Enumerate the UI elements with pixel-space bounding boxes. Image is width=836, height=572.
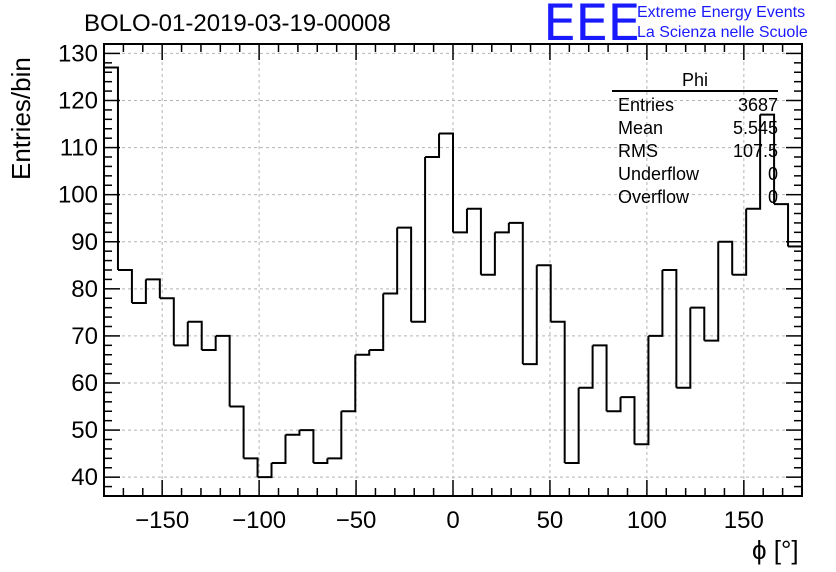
stats-row-entries: Entries 3687 <box>612 94 778 117</box>
histogram-bin <box>383 227 399 295</box>
histogram-bin <box>187 320 203 351</box>
histogram-bin <box>355 350 371 356</box>
histogram-bin <box>466 207 482 275</box>
histogram-bin <box>257 463 273 479</box>
histogram-bin <box>397 226 413 322</box>
histogram-bin <box>453 208 468 234</box>
histogram-layer <box>104 66 802 479</box>
stats-label: Underflow <box>618 164 700 184</box>
histogram-bin <box>522 265 538 366</box>
x-tick-label: −50 <box>336 507 377 534</box>
stats-box: Phi Entries 3687 Mean 5.545 RMS 107.5 Un… <box>612 70 778 209</box>
x-tick-label: 150 <box>724 507 764 534</box>
histogram-bin <box>411 157 427 323</box>
y-tick-label: 100 <box>58 182 98 209</box>
stats-label: RMS <box>618 141 658 161</box>
y-tick-label: 70 <box>71 323 98 350</box>
stats-value: 0 <box>767 187 778 207</box>
histogram-bin <box>480 232 496 276</box>
histogram-bin <box>648 270 664 337</box>
x-tick-label: 100 <box>627 507 667 534</box>
x-tick-label: 0 <box>446 507 459 534</box>
eee-logo: EEE <box>543 0 640 52</box>
histogram-bin <box>159 297 175 346</box>
histogram-bin <box>145 278 161 299</box>
stats-title: Phi <box>612 70 778 92</box>
histogram-bin <box>732 208 748 276</box>
histogram-bin <box>327 411 343 460</box>
histogram-bin <box>369 293 385 352</box>
stats-label: Mean <box>618 118 664 138</box>
y-tick-label: 90 <box>71 229 98 256</box>
y-tick-label: 60 <box>71 370 98 397</box>
y-tick-label: 40 <box>71 464 98 491</box>
histogram-bin <box>662 269 678 388</box>
histogram-bin <box>243 457 259 478</box>
histogram-bin <box>620 396 636 445</box>
histogram-bin <box>746 114 762 210</box>
histogram-bin <box>201 335 217 352</box>
histogram-bin <box>229 405 245 459</box>
histogram-bin <box>299 429 315 464</box>
y-tick-label: 50 <box>71 417 98 444</box>
x-tick-label: −100 <box>232 507 286 534</box>
stats-row-underflow: Underflow 0 <box>612 163 778 186</box>
histogram-bin <box>117 269 133 303</box>
x-tick-label: 50 <box>537 507 564 534</box>
histogram-title: BOLO-01-2019-03-19-00008 <box>84 10 391 37</box>
histogram-bin <box>704 241 720 342</box>
histogram-bin <box>606 397 622 413</box>
histogram-bin <box>774 203 790 247</box>
stats-row-rms: RMS 107.5 <box>612 140 778 163</box>
histogram-bin <box>718 240 734 275</box>
histogram-bin <box>634 335 650 446</box>
stats-value: 0 <box>767 164 778 184</box>
stats-label: Overflow <box>618 187 690 207</box>
histogram-bin <box>690 306 706 341</box>
histogram-bin <box>313 458 329 465</box>
histogram-bin <box>271 434 287 465</box>
stats-row-mean: Mean 5.545 <box>612 117 778 140</box>
histogram-bin <box>173 321 189 347</box>
y-tick-label: 130 <box>58 40 98 67</box>
x-axis-label: ϕ [°] <box>752 535 799 565</box>
histogram-bin <box>341 354 357 413</box>
histogram-bin <box>494 222 510 234</box>
histogram-bin <box>676 307 692 389</box>
x-tick-label: −150 <box>135 507 189 534</box>
stats-value: 3687 <box>737 95 778 115</box>
histogram-bin <box>564 387 580 465</box>
axis-layer: −150 −100 −50 0 50 100 150 40 50 60 70 80 90 100 110 12… <box>58 40 803 534</box>
y-tick-label: 110 <box>60 135 98 162</box>
histogram-bin <box>425 133 441 158</box>
histogram-bin <box>760 113 776 205</box>
histogram-bin <box>536 264 552 322</box>
y-tick-label: 120 <box>58 88 98 115</box>
y-tick-label: 80 <box>71 276 98 303</box>
histogram-bin <box>550 320 566 464</box>
y-axis-label: Entries/bin <box>6 57 36 180</box>
histogram-bin <box>508 221 524 365</box>
logo-caption-line1: Extreme Energy Events <box>637 4 806 21</box>
histogram-bin <box>131 279 147 304</box>
histogram-bin <box>104 66 119 270</box>
stats-value: 5.545 <box>732 118 778 138</box>
histogram-bin <box>439 132 454 233</box>
stats-row-overflow: Overflow 0 <box>612 186 778 209</box>
stats-label: Entries <box>618 95 675 115</box>
histogram-bin <box>578 345 594 389</box>
stats-value: 107.5 <box>732 141 778 161</box>
histogram-bin <box>285 430 301 436</box>
histogram-bin <box>592 344 608 412</box>
logo-caption-line2: La Scienza nelle Scuole <box>637 24 808 41</box>
histogram-bin <box>215 334 231 407</box>
